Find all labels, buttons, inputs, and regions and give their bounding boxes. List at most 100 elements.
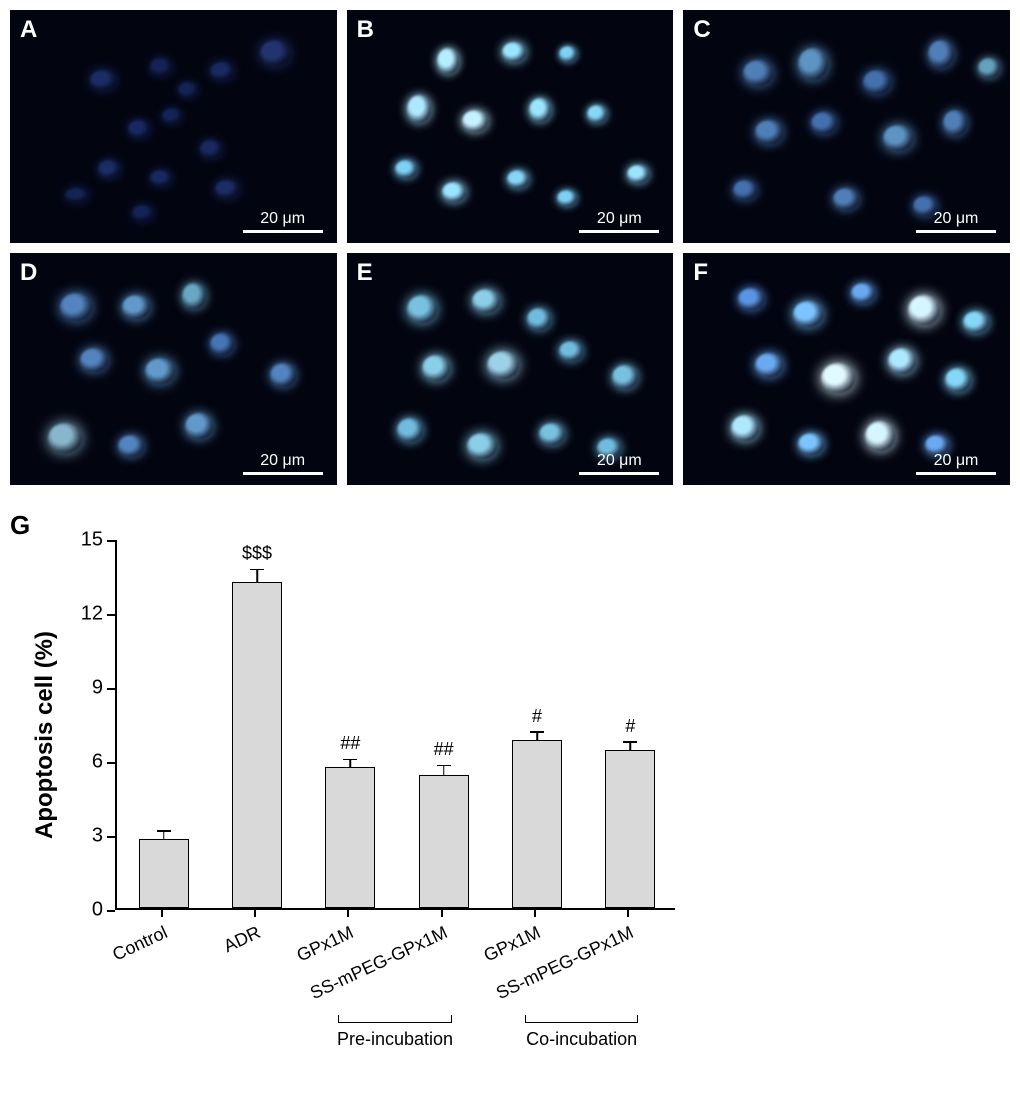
scale-bar-label: 20 μm — [916, 210, 996, 228]
fluorescent-cell — [527, 308, 551, 330]
fluorescent-cell — [487, 351, 519, 379]
x-axis-tick-label: GPx1M — [481, 922, 544, 966]
bar-chart-area: G Apoptosis cell (%) $$$###### 03691215C… — [10, 500, 1010, 1100]
error-bar-cap — [437, 765, 451, 767]
error-bar — [630, 743, 632, 750]
fluorescent-cell — [945, 368, 971, 392]
fluorescent-cell — [128, 120, 150, 138]
fluorescent-cell — [98, 160, 120, 178]
error-bar — [536, 733, 538, 740]
fluorescent-cell — [65, 188, 89, 202]
scale-bar-group: 20 μm — [579, 452, 659, 475]
fluorescent-cell — [559, 46, 577, 62]
fluorescent-cell — [908, 295, 940, 325]
fluorescent-cell — [260, 40, 290, 66]
y-axis-tick-label: 9 — [92, 677, 103, 700]
group-bracket — [338, 1015, 451, 1023]
fluorescent-cell — [270, 363, 296, 387]
group-label: Co-incubation — [526, 1029, 637, 1050]
chart-bar — [419, 775, 469, 908]
fluorescent-cell — [48, 423, 82, 453]
fluorescent-cell — [467, 433, 497, 459]
fluorescent-cell — [811, 112, 837, 134]
scale-bar-label: 20 μm — [243, 210, 323, 228]
fluorescent-cell — [793, 301, 823, 327]
microscopy-image-grid: A20 μmB20 μmC20 μmD20 μmE20 μmF20 μm — [10, 10, 1010, 485]
chart-bar — [139, 839, 189, 908]
fluorescent-cell — [407, 295, 437, 323]
fluorescent-cell — [60, 293, 92, 321]
y-axis-tick — [107, 762, 115, 764]
fluorescent-cell — [612, 365, 638, 389]
panel-letter: C — [693, 16, 710, 44]
fluorescent-cell — [529, 98, 551, 122]
fluorescent-cell — [865, 421, 895, 451]
scale-bar-line — [916, 472, 996, 475]
scale-bar-label: 20 μm — [579, 210, 659, 228]
x-axis-tick — [161, 910, 163, 917]
plot-region: $$$###### — [115, 540, 675, 910]
panel-letter: B — [357, 16, 374, 44]
x-axis-tick — [627, 910, 629, 917]
y-axis-tick — [107, 688, 115, 690]
fluorescent-cell — [215, 180, 239, 198]
significance-label: # — [625, 716, 635, 737]
significance-label: ## — [434, 739, 454, 760]
x-axis-tick — [347, 910, 349, 917]
fluorescent-cell — [928, 40, 954, 68]
fluorescent-cell — [210, 62, 234, 80]
fluorescent-cell — [442, 182, 466, 202]
microscopy-panel-c: C 20 μm — [683, 10, 1010, 243]
panel-letter: F — [693, 259, 708, 287]
microscopy-panel-a: A 20 μm — [10, 10, 337, 243]
fluorescent-cell — [743, 60, 773, 86]
scale-bar-label: 20 μm — [243, 452, 323, 470]
x-axis-tick-label: GPx1M — [294, 922, 357, 966]
panel-letter: A — [20, 16, 37, 44]
fluorescent-cell — [978, 58, 1000, 78]
error-bar-cap — [343, 759, 357, 761]
fluorescent-cell — [150, 58, 172, 76]
scale-bar-line — [243, 230, 323, 233]
error-bar-cap — [530, 731, 544, 733]
fluorescent-cell — [422, 355, 450, 381]
y-axis-tick-label: 6 — [92, 751, 103, 774]
group-bracket — [525, 1015, 638, 1023]
scale-bar-group: 20 μm — [916, 210, 996, 233]
x-axis-tick-label: Control — [109, 922, 170, 966]
fluorescent-cell — [145, 358, 175, 384]
fluorescent-cell — [472, 289, 500, 313]
error-bar-cap — [157, 830, 171, 832]
fluorescent-cell — [798, 433, 824, 455]
scale-bar-label: 20 μm — [916, 452, 996, 470]
figure-container: A20 μmB20 μmC20 μmD20 μmE20 μmF20 μm G A… — [0, 0, 1020, 1116]
scale-bar-group: 20 μm — [243, 452, 323, 475]
fluorescent-cell — [863, 70, 891, 94]
error-bar-cap — [623, 741, 637, 743]
fluorescent-cell — [118, 435, 144, 457]
y-axis-tick-label: 3 — [92, 825, 103, 848]
scale-bar-line — [579, 472, 659, 475]
fluorescent-cell — [559, 341, 583, 361]
y-axis-tick — [107, 910, 115, 912]
fluorescent-cell — [507, 170, 529, 188]
panel-letter: E — [357, 259, 373, 287]
fluorescent-cell — [397, 418, 423, 442]
chart-bar — [605, 750, 655, 908]
scale-bar-group: 20 μm — [916, 452, 996, 475]
microscopy-panel-e: E 20 μm — [347, 253, 674, 486]
significance-label: # — [532, 706, 542, 727]
error-bar — [163, 832, 165, 839]
fluorescent-cell — [833, 188, 859, 210]
scale-bar-line — [916, 230, 996, 233]
fluorescent-cell — [182, 283, 206, 309]
fluorescent-cell — [557, 190, 577, 206]
microscopy-panel-f: F 20 μm — [683, 253, 1010, 486]
fluorescent-cell — [437, 48, 459, 74]
fluorescent-cell — [178, 82, 198, 98]
fluorescent-cell — [883, 125, 913, 151]
fluorescent-cell — [963, 311, 989, 333]
fluorescent-cell — [185, 413, 213, 439]
y-axis-label: Apoptosis cell (%) — [31, 631, 59, 839]
fluorescent-cell — [798, 48, 828, 80]
